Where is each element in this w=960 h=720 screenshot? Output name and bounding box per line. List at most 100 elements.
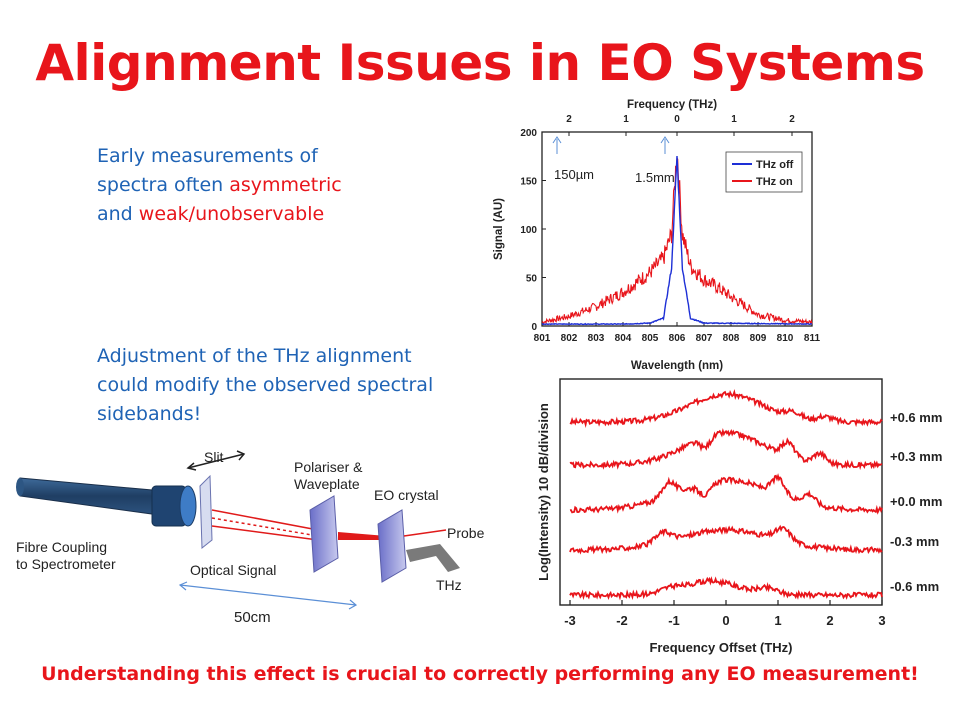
beam-upper [211,509,319,531]
slit-arrow [187,453,245,469]
sideband-offset-label: +0.0 mm [890,494,942,509]
sideband-offset-label: -0.6 mm [890,579,939,594]
beam-to-crystal [338,532,386,540]
fibre-end [16,478,24,496]
spectrum-x-tick-label: 811 [804,333,821,344]
slit-plate [199,474,213,550]
spectrum-x-ticks: 801 802 803 804 805 806 807 808 809 810 811 [534,322,821,344]
intro-line-2: spectra often asymmetric [97,171,342,200]
spectrum-y-tick-label: 50 [526,274,538,285]
sideband-trace-line [569,524,883,555]
top-axis-label: Frequency (THz) [627,99,717,111]
adjust-line-3: sidebands! [97,403,202,425]
spectrum-y-tick-label: 0 [531,322,537,333]
polariser-label-1: Polariser & [294,459,363,475]
beam-lower [211,525,319,541]
legend-box [725,151,803,193]
sideband-x-tick-label: -1 [668,613,680,628]
spectrum-x-tick-label: 801 [534,333,551,344]
sideband-offset-label: -0.3 mm [890,534,939,549]
thz-beam-arrow [406,544,460,572]
optical-signal-label: Optical Signal [190,562,276,578]
intro-paragraph: Early measurements of spectra often asym… [97,142,342,229]
sideband-trace-line [569,428,883,471]
sideband-x-ticks: -3 -2 -1 0 1 2 3 [564,600,886,628]
sideband-x-tick-label: 3 [878,613,885,628]
top-tick-label: 1 [731,114,737,125]
adjust-line-2: could modify the observed spectral [97,374,434,396]
polariser-plate [309,495,339,573]
fibre-label-1: Fibre Coupling [16,539,107,555]
sideband-trace-line [569,576,883,601]
spectrum-y-ticks: 0 50 100 150 200 [520,128,546,333]
annotation-arrowhead-1-5mm [660,136,670,144]
sideband-plot-frame [559,378,883,606]
highlight-weak: weak/unobservable [138,203,325,225]
eo-crystal-label: EO crystal [374,487,439,503]
intro-line-3: and weak/unobservable [97,200,342,229]
distance-arrowhead-right [348,599,358,610]
intro-line-2-text: spectra often [97,174,230,196]
sideband-x-tick-label: -3 [564,613,576,628]
spectrum-x-tick-label: 805 [642,333,659,344]
annotation-1-5mm: 1.5mm [635,170,675,185]
top-tick-label: 0 [674,114,680,125]
legend-thz-off: THz off [756,159,794,171]
intro-line-3-text: and [97,203,139,225]
spectrum-x-tick-label: 804 [615,333,632,344]
top-tick-labels: 2 1 0 1 2 [566,114,795,136]
spectrum-legend: THz off THz on [725,151,803,193]
coupler-lens [179,485,197,527]
polariser-label-2: Waveplate [294,476,360,492]
sideband-x-tick-label: 0 [722,613,729,628]
thz-label: THz [436,577,462,593]
adjustment-paragraph: Adjustment of the THz alignment could mo… [97,342,433,429]
highlight-asymmetric: asymmetric [229,174,342,196]
spectrum-y-label: Signal (AU) [493,198,505,260]
spectrum-x-tick-label: 803 [588,333,605,344]
sideband-x-label: Frequency Offset (THz) [649,640,792,655]
sideband-traces [569,388,883,601]
spectrum-x-tick-label: 808 [723,333,740,344]
sideband-trace-line [569,473,883,515]
intro-line-1: Early measurements of [97,145,318,167]
setup-diagram: Slit Polariser & Waveplate EO crystal Pr… [16,449,485,626]
spectrum-x-tick-label: 802 [561,333,578,344]
sideband-offset-label: +0.6 mm [890,410,942,425]
legend-thz-on: THz on [756,176,793,188]
spectrum-y-tick-label: 100 [520,225,537,236]
probe-beam [403,529,447,537]
series-thz-off-line [541,155,812,326]
fibre-label-2: to Spectrometer [16,556,116,572]
sideband-x-tick-label: -2 [616,613,628,628]
spectrum-y-tick-label: 200 [520,128,537,139]
top-tick-label: 2 [566,114,572,125]
sideband-x-tick-label: 2 [826,613,833,628]
sideband-offset-label: +0.3 mm [890,449,942,464]
slit-label: Slit [204,449,224,465]
spectrum-x-tick-label: 809 [750,333,767,344]
distance-arrow [179,584,357,606]
slit-arrowhead-right [236,450,246,461]
probe-label: Probe [447,525,485,541]
sideband-y-label: Log(Intensity) 10 dB/division [536,403,551,581]
slide-title: Alignment Issues in EO Systems [35,34,925,92]
top-tick-label: 2 [789,114,795,125]
spectrum-x-tick-label: 807 [696,333,713,344]
slit-arrowhead-left [186,462,197,471]
annotation-arrowhead-150um [552,136,562,144]
adjust-line-1: Adjustment of the THz alignment [97,345,412,367]
distance-arrowhead-left [178,581,188,591]
sideband-plot: -3 -2 -1 0 1 2 3 +0.6 mm +0.3 mm +0.0 mm -0.3 mm -… [536,378,942,655]
sideband-trace-line [569,388,883,428]
fibre-cable [19,477,153,515]
sideband-offset-labels: +0.6 mm +0.3 mm +0.0 mm -0.3 mm -0.6 mm [890,410,942,594]
sideband-x-tick-label: 1 [774,613,781,628]
spectrum-x-tick-label: 806 [669,333,686,344]
distance-label: 50cm [234,609,271,626]
spectrum-x-tick-label: 810 [777,333,794,344]
annotation-150um: 150µm [554,167,594,182]
spectrum-x-label: Wavelength (nm) [631,360,723,372]
footer-statement: Understanding this effect is crucial to … [41,663,919,685]
